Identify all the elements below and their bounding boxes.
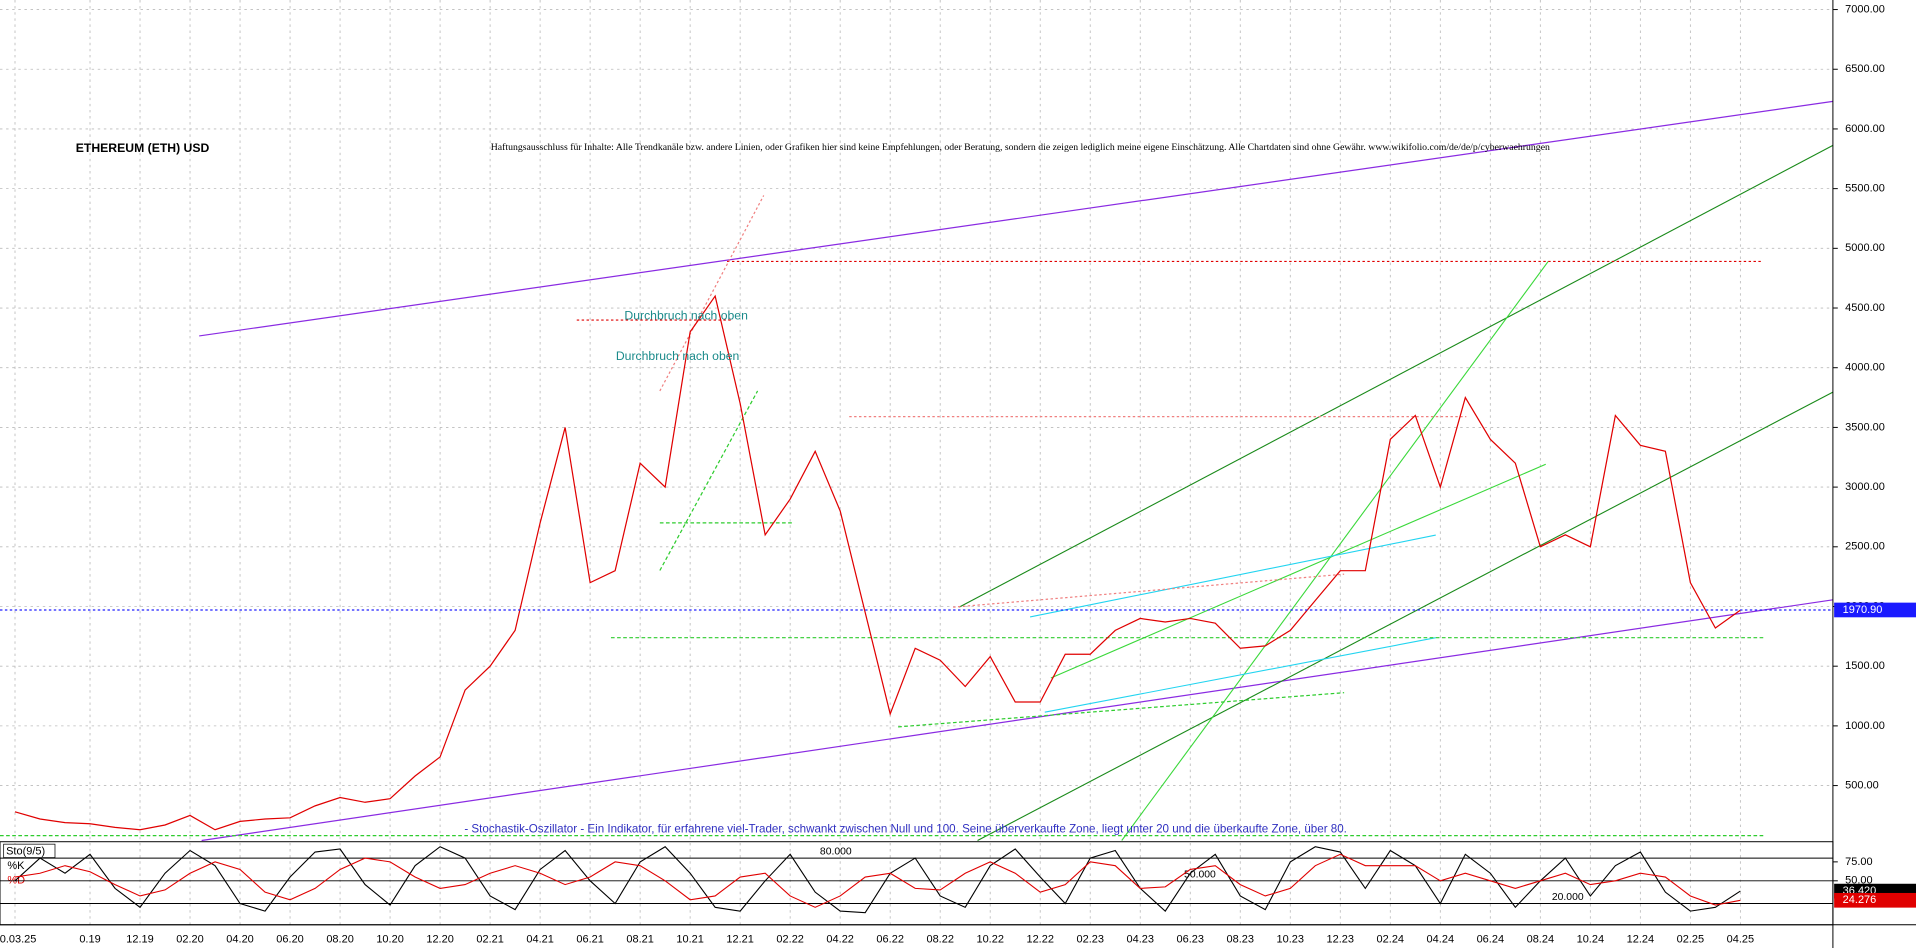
annotation: Durchbruch nach oben [616,349,739,363]
x-tick-label: 02.20 [176,933,204,945]
y-tick-label: 50.00 [1845,875,1873,887]
marks [0,294,1833,831]
x-tick-label: 04.23 [1127,933,1155,945]
y-tick-label: 3500.00 [1845,421,1885,433]
y-tick-label: 7000.00 [1845,3,1885,15]
x-tick-label: 0.19 [79,933,100,945]
y-tick-label: 5000.00 [1845,242,1885,254]
y-tick-label: 500.00 [1845,779,1879,791]
trend-line [201,599,1833,842]
x-tick-label: 08.23 [1227,933,1255,945]
x-tick-label: 06.21 [576,933,604,945]
y-tick-label: 6500.00 [1845,63,1885,75]
trend-line [977,391,1834,841]
resistance-line [953,573,1345,608]
trend-line [1050,463,1546,679]
x-tick-label: 10.23 [1277,933,1305,945]
annotation: - Stochastik-Oszillator - Ein Indikator,… [464,823,1347,836]
x-tick-label: 04.21 [526,933,554,945]
reference-label: 20.000 [1552,892,1584,903]
reference-label: 80.000 [820,847,852,858]
x-tick-label: 04.25 [1727,933,1755,945]
x-tick-label: 02.23 [1076,933,1104,945]
x-tick-label: 02.24 [1377,933,1405,945]
value-badge [1834,892,1916,908]
x-tick-label: 08.20 [326,933,354,945]
x-tick-label: 12.21 [726,933,754,945]
reference-label: 50.000 [1184,869,1216,880]
y-tick-label: 6000.00 [1845,123,1885,135]
x-tick-label: 10.22 [976,933,1004,945]
trend-line [199,100,1833,337]
legend-label: %K [7,860,25,872]
x-tick-label: 08.22 [926,933,954,945]
trend-line [1044,637,1436,713]
y-tick-label: 2500.00 [1845,541,1885,553]
grid [0,0,1833,925]
x-tick-label: 08.21 [626,933,654,945]
x-tick-label: 12.23 [1327,933,1355,945]
trend-line [1121,261,1549,841]
y-tick-label: 5500.00 [1845,183,1885,195]
disclaimer: Haftungsausschluss für Inhalte: Alle Tre… [491,142,1550,153]
oscillator-line [14,846,1741,914]
price-badge [1834,602,1916,618]
trend-lines [0,100,1834,842]
x-tick-label: 08.24 [1527,933,1555,945]
x-tick-label: 04.22 [826,933,854,945]
support-line [898,692,1345,728]
current-price-label: 1970.90 [1843,604,1883,616]
x-tick-label: 12.19 [126,933,154,945]
trend-line [1029,534,1436,618]
plot [0,0,1834,925]
x-tick-label: 06.24 [1477,933,1505,945]
y-tick-label: 4500.00 [1845,302,1885,314]
x-tick-label: 12.22 [1026,933,1054,945]
x-tick-label: 06.20 [276,933,304,945]
y-tick-label: 1500.00 [1845,660,1885,672]
x-tick-label: 02.22 [776,933,804,945]
x-tick-label: 02.25 [1677,933,1705,945]
x-tick-label: 04.24 [1427,933,1455,945]
x-tick-label: 02.21 [476,933,504,945]
x-tick-label: 10.20 [376,933,404,945]
price-line [14,294,1741,831]
trend-line [958,144,1834,608]
annotation: Durchbruch nach oben [624,309,747,323]
y-tick-label: 1000.00 [1845,720,1885,732]
x-tick-label: 10.24 [1577,933,1605,945]
x-tick-label: 10.21 [676,933,704,945]
y-tick-label: 75.00 [1845,856,1873,868]
value-badge-label: 24.276 [1843,894,1877,906]
y-tick-label: 3000.00 [1845,481,1885,493]
trend-line [659,390,759,571]
x-tick-label: 04.20 [226,933,254,945]
chart-title: ETHEREUM (ETH) USD [76,141,210,155]
x-tick-label: 06.22 [876,933,904,945]
x-tick-label: 12.24 [1627,933,1655,945]
x-tick-label: 12.20 [426,933,454,945]
oscillator-line [14,853,1741,908]
value-badge-label: 36.420 [1843,885,1877,897]
x-tick-label: 20.03.25 [0,933,36,945]
x-tick-label: 06.23 [1177,933,1205,945]
y-tick-label: 4000.00 [1845,362,1885,374]
indicator-title: Sto(9/5) [6,845,45,857]
